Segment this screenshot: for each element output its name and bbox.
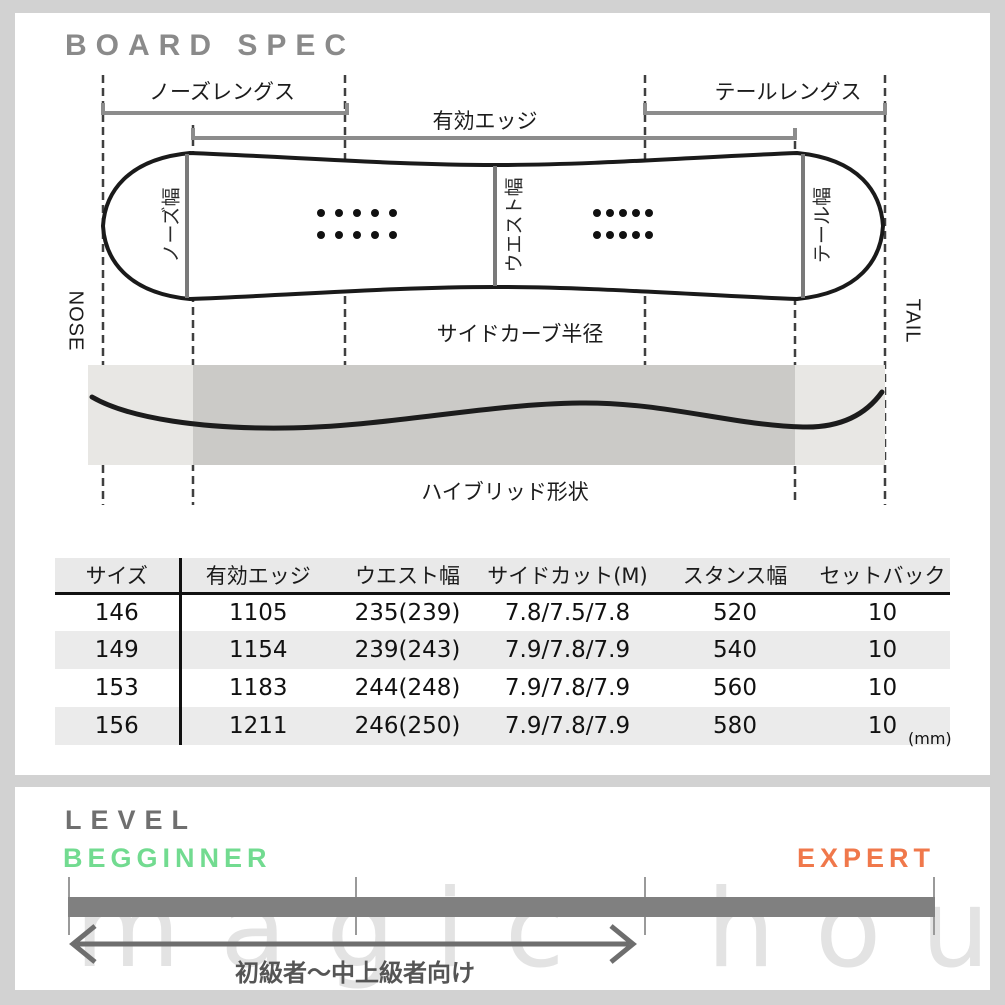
cell-setback: 10 — [815, 631, 950, 669]
tail-width-label: テール幅 — [812, 186, 834, 264]
table-row: 153 1183 244(248) 7.9/7.8/7.9 560 10 — [55, 669, 950, 707]
col-header-waist-width: ウエスト幅 — [335, 558, 480, 595]
cell-waist-width: 246(250) — [335, 707, 480, 745]
expert-label: EXPERT — [796, 843, 935, 873]
range-label: 初級者～中上級者向け — [235, 960, 475, 987]
cell-stance-width: 520 — [713, 599, 757, 626]
cell-setback: 10 — [815, 707, 950, 745]
cell-stance-width: 560 — [713, 675, 757, 701]
level-title: LEVEL — [65, 805, 198, 835]
spec-table: サイズ 有効エッジ ウエスト幅 サイドカット(M) スタンス幅 セットバック 1… — [55, 558, 950, 745]
cell-waist-width: 239(243) — [335, 631, 480, 669]
col-header-stance-width: スタンス幅 — [655, 558, 815, 595]
nose-width-label: ノーズ幅 — [161, 187, 183, 263]
table-row: 146 1105 235(239) 7.8/7.5/7.8 520 10 — [55, 593, 950, 631]
effective-edge-label: 有効エッジ — [432, 110, 538, 133]
cell-size: 146 — [55, 593, 182, 631]
tail-length-label: テールレングス — [714, 81, 862, 104]
level-bar — [68, 897, 935, 917]
camber-profile-curve — [89, 389, 885, 431]
cell-stance-width: 540 — [655, 631, 815, 669]
cell-stance-width: 580 — [655, 707, 815, 745]
table-row: 149 1154 239(243) 7.9/7.8/7.9 540 10 — [55, 631, 950, 669]
cell-effective-edge: 1105 — [228, 599, 288, 626]
rear-insert-dots — [593, 209, 653, 239]
level-scale — [68, 877, 935, 964]
hybrid-shape-label: ハイブリッド形状 — [421, 481, 589, 504]
sidecurve-radius-label: サイドカーブ半径 — [436, 323, 604, 346]
level-panel: magic hour LEVEL BEGGINNER EXPERT 初級者～中上… — [15, 787, 990, 990]
front-insert-dots — [317, 209, 397, 239]
cell-sidecut: 7.9/7.8/7.9 — [480, 707, 655, 745]
board-spec-panel: BOARD SPEC — [15, 13, 990, 775]
col-header-effective-edge: 有効エッジ — [180, 558, 335, 595]
col-header-size: サイズ — [55, 558, 182, 595]
cell-waist-width: 235(239) — [354, 599, 461, 626]
beginner-label: BEGGINNER — [63, 843, 272, 873]
cell-sidecut: 7.8/7.5/7.8 — [504, 599, 631, 626]
cell-setback: 10 — [867, 599, 898, 626]
cell-size: 156 — [55, 707, 182, 745]
nose-length-label: ノーズレングス — [149, 81, 295, 104]
waist-width-label: ウエスト幅 — [504, 177, 526, 273]
cell-size: 149 — [55, 631, 182, 669]
col-header-setback: セットバック — [815, 558, 950, 595]
cell-effective-edge: 1211 — [180, 707, 335, 745]
measure-lines — [101, 103, 887, 140]
unit-note: (mm) — [908, 729, 952, 748]
width-bars — [185, 154, 805, 298]
cell-size: 153 — [55, 669, 182, 707]
tail-end-label: TAIL — [901, 298, 924, 344]
col-header-sidecut: サイドカット(M) — [480, 558, 655, 595]
board-spec-title: BOARD SPEC — [65, 29, 356, 62]
cell-setback: 10 — [867, 675, 898, 701]
cell-effective-edge: 1183 — [228, 675, 288, 701]
cell-effective-edge: 1154 — [180, 631, 335, 669]
nose-end-label: NOSE — [64, 290, 87, 352]
spec-table-header-row: サイズ 有効エッジ ウエスト幅 サイドカット(M) スタンス幅 セットバック — [55, 558, 950, 595]
table-row: 156 1211 246(250) 7.9/7.8/7.9 580 10 — [55, 707, 950, 745]
cell-waist-width: 244(248) — [354, 675, 461, 701]
board-diagram — [88, 75, 887, 505]
watermark: magic hour — [75, 867, 990, 990]
range-arrow — [69, 924, 637, 964]
cell-sidecut: 7.9/7.8/7.9 — [480, 631, 655, 669]
cell-sidecut: 7.9/7.8/7.9 — [504, 675, 631, 701]
